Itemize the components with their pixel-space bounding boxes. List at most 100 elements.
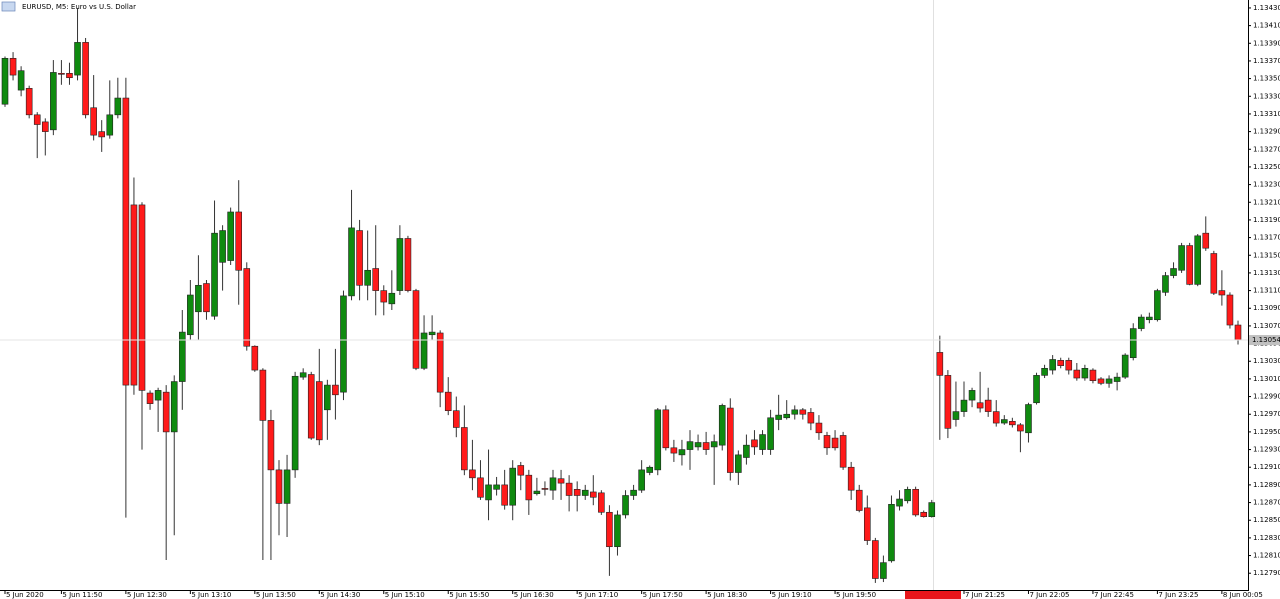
candle-body	[920, 511, 928, 517]
candle-body	[904, 489, 911, 502]
candle-body	[1057, 360, 1065, 366]
y-tick-label: 1.13330	[1253, 92, 1280, 100]
chart-title: EURUSD, M5: Euro vs U.S. Dollar	[22, 3, 136, 11]
candle-body	[340, 295, 347, 393]
candle-body	[710, 441, 718, 448]
x-tick-label: 5 Jun 2020	[6, 591, 44, 599]
bid-label: 1.13054	[1252, 336, 1280, 344]
candle-body	[307, 374, 315, 439]
candle-body	[195, 284, 202, 313]
candle-body	[960, 399, 968, 412]
candle-body	[348, 227, 355, 297]
x-tick-label: 8 Jun 00:05	[1223, 591, 1263, 599]
candle-body	[33, 114, 41, 125]
candle-body	[146, 392, 154, 404]
y-tick-label: 1.12890	[1253, 481, 1280, 489]
candle-body	[58, 73, 65, 75]
candle-body	[1154, 290, 1161, 321]
candle-body	[283, 469, 291, 504]
candle-body	[332, 384, 339, 396]
candle-body	[235, 211, 243, 271]
y-tick-label: 1.12830	[1253, 534, 1280, 542]
x-tick-label: 7 Jun 22:45	[1094, 591, 1134, 599]
candle-body	[219, 230, 226, 263]
candle-body	[1089, 369, 1097, 381]
candle-body	[187, 294, 194, 336]
candle-body	[211, 232, 218, 317]
candle-body	[420, 332, 428, 369]
y-tick-label: 1.13250	[1253, 163, 1280, 171]
candle-body	[436, 332, 444, 393]
candle-body	[863, 507, 871, 541]
candle-body	[178, 331, 186, 382]
candle-body	[372, 268, 380, 291]
x-tick-label: 5 Jun 19:50	[836, 591, 876, 599]
candle-body	[138, 204, 146, 391]
candle-body	[90, 107, 97, 136]
candle-body	[992, 411, 1000, 424]
y-tick-label: 1.13310	[1253, 110, 1280, 118]
candle-body	[243, 268, 251, 347]
candle-body	[557, 478, 565, 484]
candle-body	[356, 230, 363, 286]
candle-body	[98, 131, 106, 138]
candle-body	[654, 409, 662, 471]
candle-body	[477, 477, 484, 498]
candle-body	[775, 414, 782, 420]
x-tick-label: 5 Jun 13:50	[256, 591, 296, 599]
candle-body	[1162, 275, 1169, 293]
candle-body	[267, 420, 275, 471]
candle-body	[9, 57, 17, 76]
candle-body	[1113, 376, 1121, 382]
x-tick-label: 5 Jun 19:10	[772, 591, 812, 599]
candle-body	[1194, 235, 1202, 285]
candle-body	[912, 489, 919, 516]
candle-body	[791, 409, 799, 415]
candle-body	[1081, 368, 1089, 379]
y-tick-label: 1.13130	[1253, 269, 1280, 277]
y-tick-label: 1.13410	[1253, 22, 1280, 30]
candle-body	[428, 331, 436, 336]
candle-body	[315, 381, 323, 441]
candle-body	[1025, 404, 1032, 434]
x-tick-label: 5 Jun 15:50	[449, 591, 489, 599]
candle-body	[203, 283, 210, 313]
candle-body	[549, 477, 557, 491]
candle-body	[74, 42, 81, 76]
candle-body	[638, 469, 645, 491]
candle-body	[952, 411, 960, 420]
y-tick-label: 1.12950	[1253, 428, 1280, 436]
candle-body	[872, 540, 879, 579]
candle-body	[82, 42, 89, 116]
x-tick-label: 7 Jun 23:25	[1158, 591, 1198, 599]
candle-body	[1049, 359, 1056, 371]
candle-body	[799, 409, 807, 415]
y-tick-label: 1.12870	[1253, 499, 1280, 507]
candle-body	[831, 437, 839, 449]
candle-body	[444, 391, 452, 412]
candle-body	[589, 491, 597, 498]
y-tick-label: 1.13350	[1253, 75, 1280, 83]
candle-body	[364, 269, 371, 286]
candle-body	[839, 435, 847, 468]
candle-body	[606, 511, 613, 548]
candle-body	[807, 412, 815, 424]
candle-body	[130, 204, 138, 386]
y-tick-label: 1.13190	[1253, 216, 1280, 224]
candle-body	[1105, 378, 1113, 384]
candle-body	[541, 488, 549, 490]
candle-body	[461, 427, 468, 471]
candle-body	[154, 390, 162, 401]
candle-body	[1234, 324, 1242, 341]
candle-body	[66, 73, 73, 79]
candle-body	[1033, 375, 1040, 404]
candle-body	[114, 97, 122, 116]
y-tick-label: 1.12990	[1253, 393, 1280, 401]
candle-body	[1065, 360, 1073, 371]
candle-body	[1218, 290, 1226, 296]
candle-body	[501, 484, 508, 506]
candle-body	[412, 290, 420, 369]
candle-body	[388, 292, 396, 305]
